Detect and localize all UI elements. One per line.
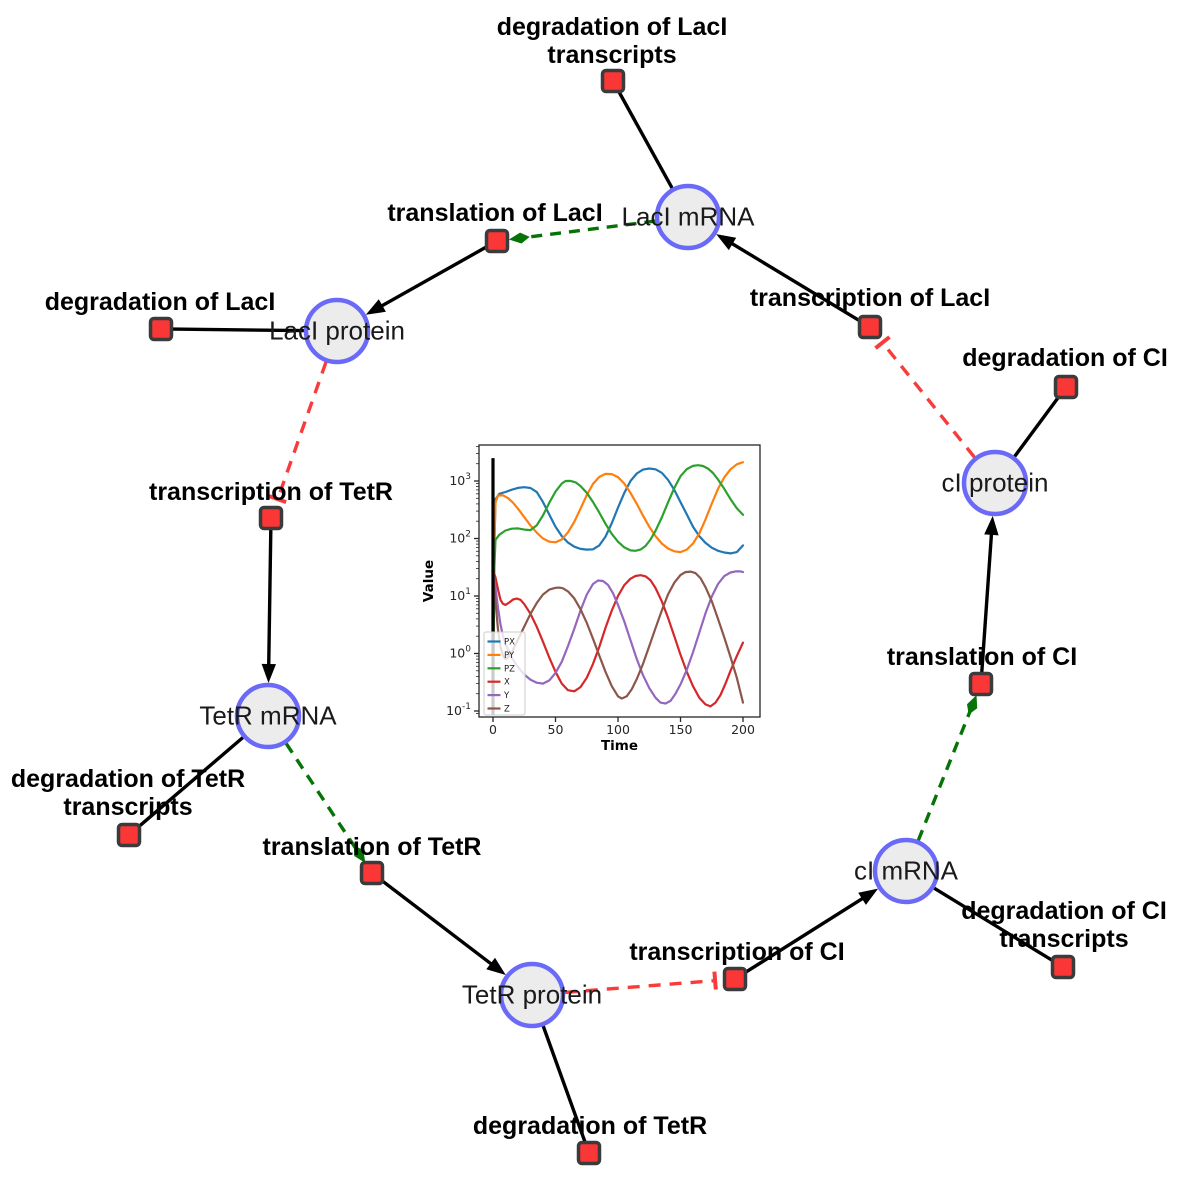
modifier-arrowhead: [967, 695, 978, 715]
chart-frame: [478, 444, 761, 718]
reaction-node-degradation-of-tetr-transcripts: [116, 822, 142, 848]
y-axis: 10-1 100 101 102 103: [446, 445, 479, 718]
y-tick-label: 10-1: [446, 702, 471, 718]
inhibition-edge-tetr-protein-to-transcription-of-ci: [564, 971, 718, 995]
reaction-node-degradation-of-tetr: [576, 1140, 602, 1166]
arrowhead: [365, 299, 386, 315]
x-axis-label: Time: [601, 738, 638, 754]
y-tick-label: 103: [449, 472, 471, 488]
product-edge-transcription-of-ci-to-ci-mrna: [744, 888, 879, 975]
product-edge-translation-of-tetr-to-tetr-protein: [380, 878, 506, 975]
reactant-edge-tetr-mrna-to-degradation-of-tetr-transcripts: [136, 736, 245, 829]
modifier-edge-ci-mrna-to-translation-of-ci: [916, 695, 978, 842]
reaction-node-transcription-of-tetr: [258, 505, 284, 531]
x-axis: 0 50 100 150 200: [489, 717, 755, 737]
species-node-tetr-protein: [498, 961, 566, 1029]
x-tick-label: 0: [489, 722, 497, 737]
reaction-node-degradation-of-laci: [148, 316, 174, 342]
reaction-node-degradation-of-laci-transcripts: [600, 68, 626, 94]
y-axis-label: Value: [421, 560, 437, 602]
arrowhead: [984, 515, 999, 536]
x-tick-label: 50: [548, 722, 564, 737]
x-tick-label: 200: [731, 722, 755, 737]
series-line-X: [491, 569, 745, 708]
inset-timecourse-chart: 0 50 100 150 200 10-1 100 101 102 103 PX PY PZ XYZ Tim…: [421, 444, 761, 754]
legend-label-Y: Y: [503, 691, 510, 701]
series-line-PX: [491, 467, 745, 713]
arrowhead: [716, 234, 737, 251]
y-tick-label: 102: [449, 530, 471, 546]
reactant-edge-ci-protein-to-degradation-of-ci: [1013, 395, 1061, 458]
reaction-node-degradation-of-ci: [1053, 374, 1079, 400]
species-node-ci-protein: [961, 449, 1029, 517]
species-node-ci-mrna: [872, 837, 940, 905]
series-line-PZ: [491, 464, 745, 713]
nodes-layer: [116, 68, 1079, 1166]
y-tick-label: 100: [449, 645, 471, 661]
arrowhead: [858, 888, 879, 905]
chart-legend: PX PY PZ XYZ: [483, 631, 526, 716]
x-tick-label: 150: [669, 722, 693, 737]
reaction-node-translation-of-ci: [968, 671, 994, 697]
arrowhead: [261, 663, 276, 683]
legend-label-PY: PY: [504, 651, 515, 661]
modifier-edge-tetr-mrna-to-translation-of-tetr: [284, 742, 366, 863]
reaction-node-translation-of-tetr: [359, 860, 385, 886]
inhibition-edge-ci-protein-to-transcription-of-laci: [874, 335, 976, 459]
reactant-edge-laci-mrna-to-degradation-of-laci-transcripts: [617, 90, 674, 189]
modifier-edge-laci-mrna-to-translation-of-laci: [508, 219, 656, 244]
modifier-arrowhead: [353, 845, 366, 863]
reactant-edge-ci-mrna-to-degradation-of-ci-transcripts: [933, 886, 1054, 963]
chart-background: [479, 445, 760, 717]
product-edge-transcription-of-tetr-to-tetr-mrna: [261, 529, 276, 683]
series-line-PY: [491, 461, 745, 713]
reaction-node-transcription-of-ci: [722, 966, 748, 992]
reaction-node-transcription-of-laci: [857, 314, 883, 340]
legend-label-PZ: PZ: [504, 664, 515, 674]
inhibition-tbar: [712, 971, 718, 990]
edges-layer: [136, 90, 1061, 1143]
modifier-arrowhead: [508, 232, 530, 244]
species-node-tetr-mrna: [234, 682, 302, 750]
inhibition-tbar: [268, 494, 287, 504]
legend-label-X: X: [504, 678, 510, 688]
reaction-node-translation-of-laci: [484, 228, 510, 254]
species-node-laci-mrna: [654, 183, 722, 251]
product-edge-translation-of-ci-to-ci-protein: [980, 515, 999, 673]
legend-label-Z: Z: [504, 705, 510, 715]
x-tick-label: 100: [606, 722, 630, 737]
inhibition-tbar: [874, 335, 891, 350]
y-tick-label: 101: [449, 587, 471, 603]
inhibition-edge-laci-protein-to-transcription-of-tetr: [268, 361, 328, 504]
product-edge-transcription-of-laci-to-laci-mrna: [716, 234, 861, 323]
arrowhead: [486, 957, 506, 975]
reaction-node-degradation-of-ci-transcripts: [1050, 954, 1076, 980]
reactant-edge-tetr-protein-to-degradation-of-tetr: [541, 1025, 587, 1143]
product-edge-translation-of-laci-to-laci-protein: [365, 245, 488, 315]
reactant-edge-laci-protein-to-degradation-of-laci: [172, 327, 305, 333]
species-node-laci-protein: [303, 297, 371, 365]
legend-label-PX: PX: [504, 638, 515, 648]
